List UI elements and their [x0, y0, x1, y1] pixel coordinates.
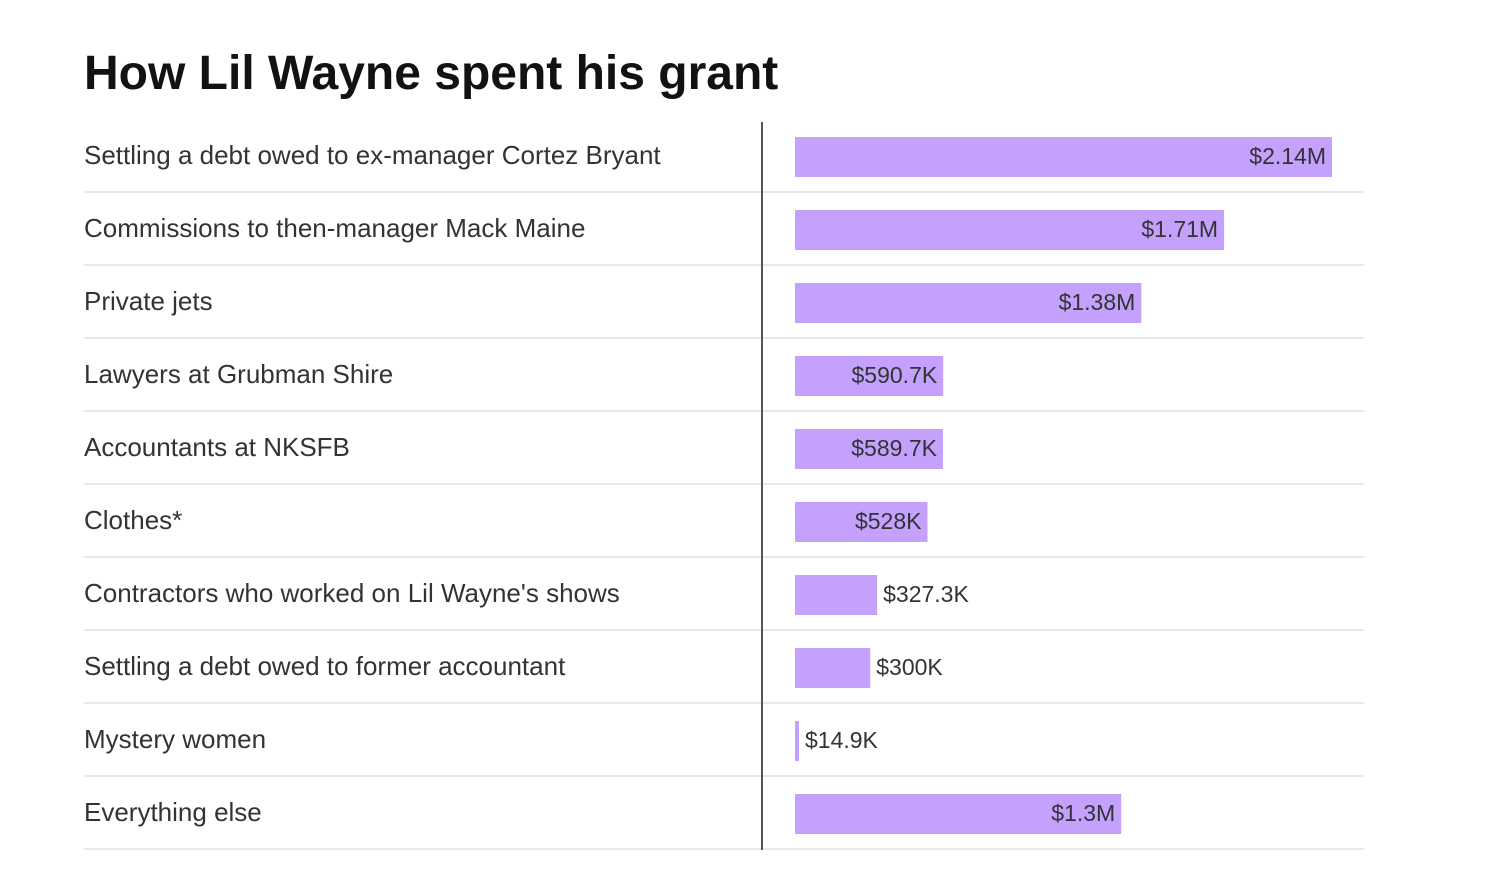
bar-row: Lawyers at Grubman Shire $590.7K: [84, 356, 1364, 412]
bar-row: Accountants at NKSFB $589.7K: [84, 429, 1364, 485]
bar: [795, 283, 1142, 323]
bar: [795, 137, 1332, 177]
category-label: Commissions to then-manager Mack Maine: [84, 213, 585, 243]
value-label: $590.7K: [852, 362, 938, 388]
value-label: $2.14M: [1249, 143, 1326, 169]
category-label: Accountants at NKSFB: [84, 432, 350, 462]
category-label: Settling a debt owed to former accountan…: [84, 651, 566, 681]
bar: [795, 575, 878, 615]
chart-rows: Settling a debt owed to ex-manager Corte…: [84, 137, 1364, 850]
bar-row: Everything else $1.3M: [84, 794, 1364, 850]
value-label: $528K: [855, 508, 922, 534]
value-label: $300K: [876, 654, 943, 680]
bar: [795, 794, 1122, 834]
category-label: Clothes*: [84, 505, 182, 535]
category-label: Lawyers at Grubman Shire: [84, 359, 393, 389]
category-label: Contractors who worked on Lil Wayne's sh…: [84, 578, 620, 608]
value-label: $1.71M: [1141, 216, 1218, 242]
bar-row: Settling a debt owed to former accountan…: [84, 648, 1364, 704]
bar: [795, 648, 871, 688]
bar-row: Mystery women $14.9K: [84, 721, 1364, 777]
bar-row: Contractors who worked on Lil Wayne's sh…: [84, 575, 1364, 631]
chart-title: How Lil Wayne spent his grant: [84, 47, 779, 100]
category-label: Private jets: [84, 286, 213, 316]
bar-row: Settling a debt owed to ex-manager Corte…: [84, 137, 1364, 193]
category-label: Everything else: [84, 797, 262, 827]
value-label: $1.3M: [1051, 800, 1115, 826]
category-label: Settling a debt owed to ex-manager Corte…: [84, 140, 661, 170]
bar-row: Private jets $1.38M: [84, 283, 1364, 339]
value-label: $1.38M: [1059, 289, 1136, 315]
bar-row: Clothes* $528K: [84, 502, 1364, 558]
bar-row: Commissions to then-manager Mack Maine $1…: [84, 210, 1364, 266]
value-label: $14.9K: [805, 727, 879, 753]
bar: [795, 429, 943, 469]
bar: [795, 721, 799, 761]
category-label: Mystery women: [84, 724, 266, 754]
value-label: $327.3K: [883, 581, 969, 607]
bar: [795, 502, 928, 542]
bar: [795, 210, 1225, 250]
value-label: $589.7K: [851, 435, 937, 461]
bar: [795, 356, 944, 396]
